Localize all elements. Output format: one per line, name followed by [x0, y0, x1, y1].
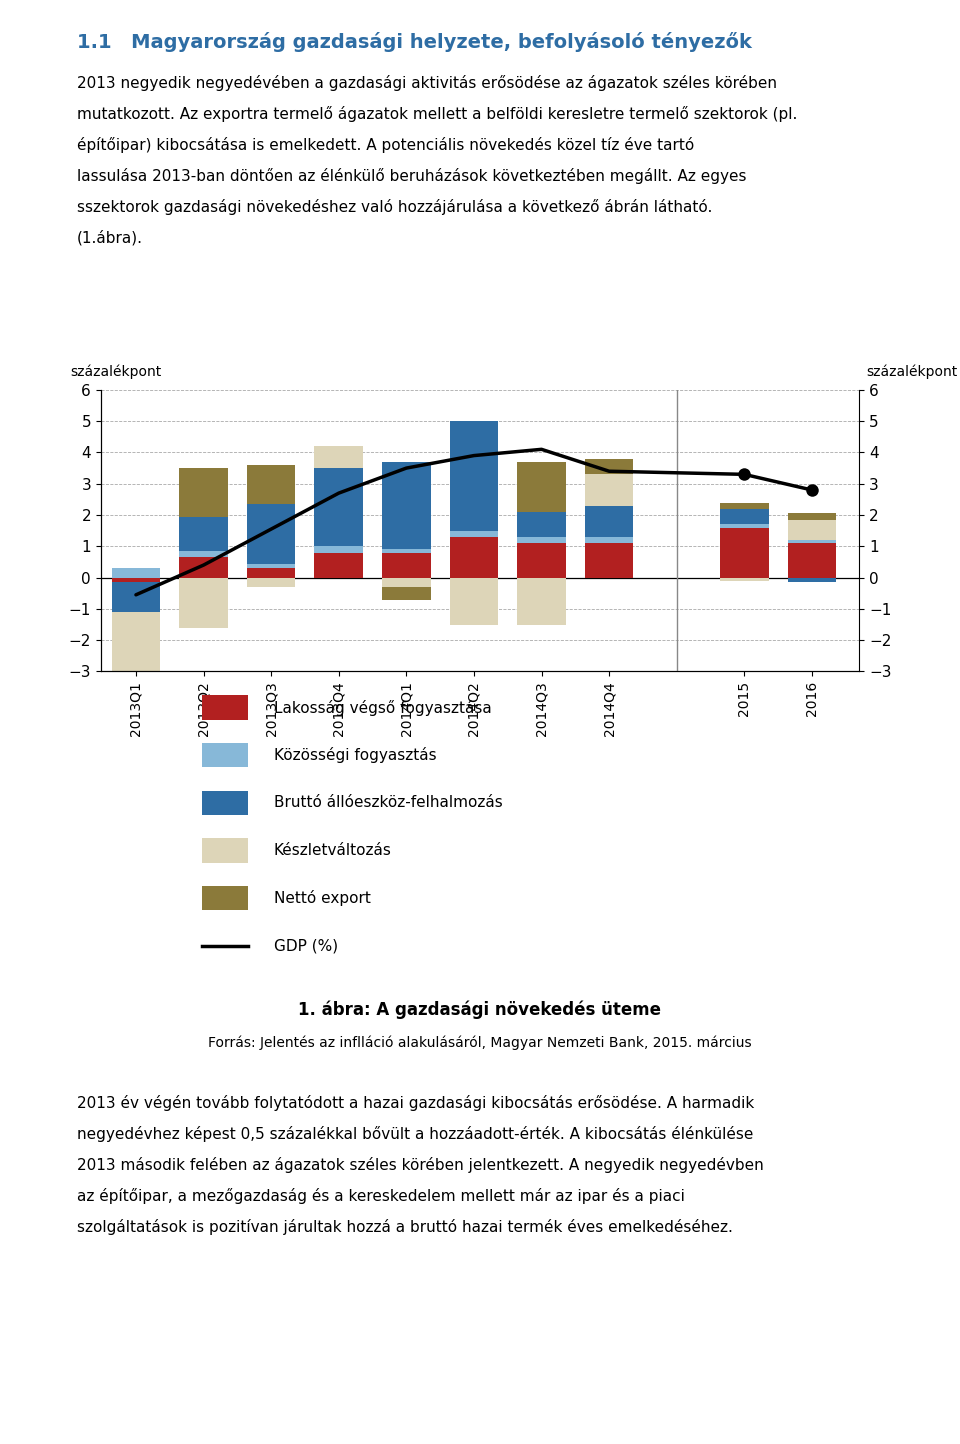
Bar [180, 578, 228, 628]
Bar [180, 552, 228, 557]
Bar [111, 569, 160, 578]
Bar [517, 537, 565, 543]
Bar [585, 537, 634, 543]
Text: 2013 negyedik negyedévében a gazdasági aktivitás erősödése az ágazatok széles kö: 2013 negyedik negyedévében a gazdasági a… [77, 75, 777, 91]
Bar [585, 505, 634, 537]
Text: lassulása 2013-ban döntően az élénkülő beruházások következtében megállt. Az egy: lassulása 2013-ban döntően az élénkülő b… [77, 168, 746, 185]
Text: sszektorok gazdasági növekedéshez való hozzájárulása a következő ábrán látható.: sszektorok gazdasági növekedéshez való h… [77, 199, 712, 215]
Bar [180, 557, 228, 578]
Bar [720, 578, 769, 580]
Text: 2013 év végén tovább folytatódott a hazai gazdasági kibocsátás erősödése. A harm: 2013 év végén tovább folytatódott a haza… [77, 1095, 754, 1110]
Bar [314, 468, 363, 546]
Text: százalékpont: százalékpont [70, 364, 161, 378]
Bar [517, 578, 565, 624]
Bar [449, 531, 498, 537]
Text: százalékpont: százalékpont [867, 364, 958, 378]
Text: mutatkozott. Az exportra termelő ágazatok mellett a belföldi keresletre termelő : mutatkozott. Az exportra termelő ágazato… [77, 107, 797, 123]
Bar [382, 578, 431, 586]
Bar [180, 468, 228, 517]
Bar [787, 540, 836, 543]
Text: Forrás: Jelentés az inflláció alakulásáról, Magyar Nemzeti Bank, 2015. március: Forrás: Jelentés az inflláció alakulásár… [208, 1035, 752, 1050]
Text: szolgáltatások is pozitívan járultak hozzá a bruttó hazai termék éves emelkedésé: szolgáltatások is pozitívan járultak hoz… [77, 1219, 732, 1235]
Bar [111, 612, 160, 680]
Bar [449, 537, 498, 578]
Bar [247, 465, 296, 504]
Text: Készletváltozás: Készletváltozás [274, 843, 392, 858]
Bar [382, 462, 431, 549]
Text: az építőipar, a mezőgazdaság és a kereskedelem mellett már az ipar és a piaci: az építőipar, a mezőgazdaság és a keresk… [77, 1187, 684, 1204]
Bar [585, 543, 634, 578]
Bar [720, 508, 769, 524]
Bar [314, 553, 363, 578]
Bar [720, 524, 769, 527]
Bar [111, 578, 160, 582]
Bar [382, 553, 431, 578]
Text: negyedévhez képest 0,5 százalékkal bővült a hozzáadott-érték. A kibocsátás élénk: negyedévhez képest 0,5 százalékkal bővül… [77, 1126, 754, 1142]
Bar [314, 546, 363, 553]
Bar [517, 462, 565, 513]
Bar [247, 563, 296, 569]
Bar [585, 475, 634, 505]
Text: Nettó export: Nettó export [274, 890, 371, 907]
Bar [247, 504, 296, 563]
Bar [517, 543, 565, 578]
Bar [247, 578, 296, 586]
Bar [111, 582, 160, 612]
Text: Közösségi fogyasztás: Közösségi fogyasztás [274, 747, 436, 764]
Bar [382, 586, 431, 599]
Text: (1.ábra).: (1.ábra). [77, 230, 143, 245]
Bar [382, 550, 431, 553]
Text: 1.1 Magyarország gazdasági helyzete, befolyásoló tényezők: 1.1 Magyarország gazdasági helyzete, bef… [77, 32, 752, 52]
Bar [449, 578, 498, 624]
Bar [720, 503, 769, 508]
Bar [517, 513, 565, 537]
Text: Lakosság végső fogyasztása: Lakosság végső fogyasztása [274, 699, 492, 716]
Bar [787, 578, 836, 582]
Bar [247, 569, 296, 578]
Text: 1. ábra: A gazdasági növekedés üteme: 1. ábra: A gazdasági növekedés üteme [299, 1001, 661, 1019]
Bar [180, 517, 228, 552]
Bar [787, 514, 836, 520]
Bar [787, 520, 836, 540]
Bar [314, 446, 363, 468]
Text: építőipar) kibocsátása is emelkedett. A potenciális növekedés közel tíz éve tart: építőipar) kibocsátása is emelkedett. A … [77, 137, 694, 153]
Bar [787, 543, 836, 578]
Bar [585, 459, 634, 474]
Bar [720, 527, 769, 578]
Text: 2013 második felében az ágazatok széles körében jelentkezett. A negyedik negyedé: 2013 második felében az ágazatok széles … [77, 1157, 763, 1173]
Text: Bruttó állóeszköz-felhalmozás: Bruttó állóeszköz-felhalmozás [274, 796, 502, 810]
Text: GDP (%): GDP (%) [274, 939, 338, 953]
Bar [449, 422, 498, 531]
